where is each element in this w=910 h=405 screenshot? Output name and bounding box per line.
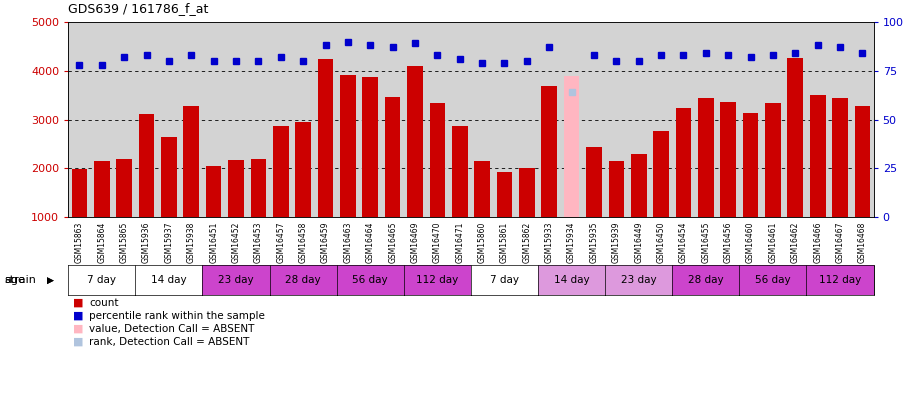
Text: mdx: mdx xyxy=(258,275,282,285)
Bar xyxy=(184,106,199,217)
Bar xyxy=(564,76,580,217)
Bar xyxy=(474,161,490,217)
Text: percentile rank within the sample: percentile rank within the sample xyxy=(89,311,265,321)
Bar xyxy=(787,58,804,217)
Bar xyxy=(385,97,400,217)
Bar xyxy=(340,75,356,217)
Bar xyxy=(854,106,870,217)
Text: ■: ■ xyxy=(73,337,84,347)
Bar xyxy=(675,108,692,217)
Text: ■: ■ xyxy=(73,311,84,321)
Text: 23 day: 23 day xyxy=(218,275,254,285)
Text: 56 day: 56 day xyxy=(352,275,388,285)
Bar xyxy=(138,114,155,217)
Text: 28 day: 28 day xyxy=(688,275,723,285)
Text: 112 day: 112 day xyxy=(416,275,459,285)
Bar xyxy=(497,172,512,217)
Bar xyxy=(206,166,221,217)
Text: 14 day: 14 day xyxy=(554,275,590,285)
Text: wild type: wild type xyxy=(647,275,698,285)
Text: ■: ■ xyxy=(73,324,84,334)
Bar xyxy=(116,158,132,217)
Text: 28 day: 28 day xyxy=(286,275,321,285)
Text: strain: strain xyxy=(5,275,36,285)
Bar xyxy=(586,147,602,217)
Bar xyxy=(698,98,713,217)
Bar xyxy=(609,162,624,217)
Bar xyxy=(833,98,848,217)
Text: age: age xyxy=(5,275,25,285)
Bar xyxy=(273,126,288,217)
Text: 23 day: 23 day xyxy=(621,275,656,285)
Bar xyxy=(407,66,423,217)
Bar xyxy=(228,160,244,217)
Text: 112 day: 112 day xyxy=(819,275,861,285)
Bar xyxy=(296,122,311,217)
Bar xyxy=(810,95,825,217)
Bar xyxy=(541,86,557,217)
Bar xyxy=(318,59,333,217)
Bar xyxy=(743,113,758,217)
Text: value, Detection Call = ABSENT: value, Detection Call = ABSENT xyxy=(89,324,255,334)
Bar xyxy=(721,102,736,217)
Bar xyxy=(452,126,468,217)
Text: ■: ■ xyxy=(73,298,84,308)
Bar xyxy=(765,103,781,217)
Text: 7 day: 7 day xyxy=(87,275,116,285)
Bar xyxy=(362,77,378,217)
Bar xyxy=(653,131,669,217)
Text: rank, Detection Call = ABSENT: rank, Detection Call = ABSENT xyxy=(89,337,249,347)
Text: 14 day: 14 day xyxy=(151,275,187,285)
Bar xyxy=(631,154,646,217)
Text: ▶: ▶ xyxy=(47,275,55,284)
Text: count: count xyxy=(89,298,118,308)
Text: ▶: ▶ xyxy=(47,275,55,284)
Bar xyxy=(72,169,87,217)
Bar xyxy=(430,103,445,217)
Bar xyxy=(250,160,267,217)
Text: GDS639 / 161786_f_at: GDS639 / 161786_f_at xyxy=(68,2,208,15)
Text: 56 day: 56 day xyxy=(755,275,791,285)
Bar xyxy=(161,136,177,217)
Bar xyxy=(519,168,535,217)
Bar xyxy=(94,161,109,217)
Text: 7 day: 7 day xyxy=(490,275,519,285)
